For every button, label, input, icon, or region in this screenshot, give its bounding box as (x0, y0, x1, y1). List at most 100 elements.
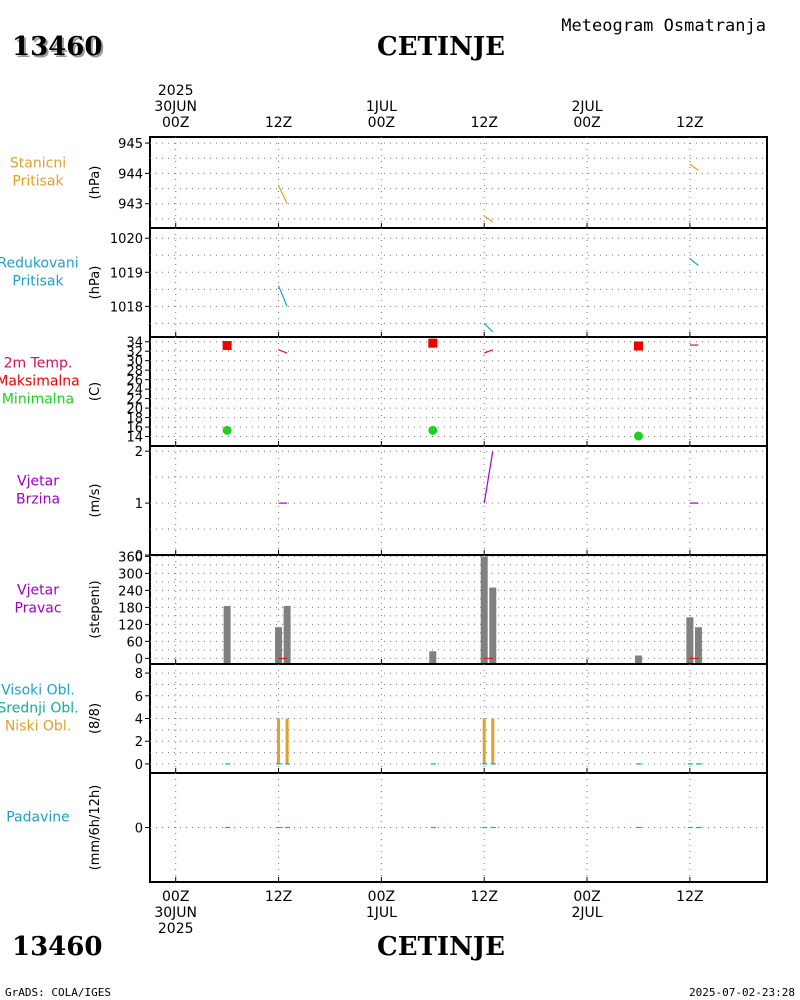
time-label-top: 12Z (265, 115, 292, 131)
y-tick-label: 240 (118, 584, 143, 599)
panel-wind-direction: 0 60 120 180 240 300 360 (stepeni) Vjetar Pravac (14, 550, 768, 667)
direction-bar (429, 651, 437, 664)
time-label-top: 00Z (368, 115, 395, 131)
y-tick-label: 60 (126, 635, 143, 650)
y-tick-label: 1 (135, 497, 143, 512)
tmax-marker (222, 341, 232, 351)
tmax-marker (633, 341, 643, 351)
time-label-top: 30JUN (154, 99, 197, 115)
y-tick-label: 14 (126, 431, 143, 446)
panel-reduced-pressure: 1018 1019 1020 (hPa) Redukovani Pritisak (0, 227, 768, 338)
tmin-marker (428, 425, 438, 435)
unit-label: (stepeni) (88, 580, 103, 638)
series-line (278, 349, 288, 354)
y-tick-label: 16 (126, 421, 143, 436)
y-tick-label: 4 (135, 713, 143, 728)
y-tick-label: 0 (135, 758, 143, 773)
y-tick-label: 18 (126, 412, 143, 427)
station-id-bottom: 13460 (12, 932, 102, 962)
panel-label: Visoki Obl. (1, 683, 75, 699)
panel-cloud-cover: 0 2 4 6 8 (8/8) Visoki Obl. Srednji Obl. Niski O… (0, 663, 768, 774)
panel-frame (149, 336, 768, 447)
y-tick-label: 6 (135, 690, 143, 705)
time-label-top: 12Z (471, 115, 498, 131)
panel-label: Maksimalna (0, 374, 80, 390)
series-line (483, 322, 494, 333)
time-label-top: 00Z (162, 115, 189, 131)
direction-bar (275, 627, 283, 664)
y-tick-label: 32 (126, 345, 143, 360)
station-name-top: CETINJE (377, 32, 505, 62)
panel-label: Vjetar (17, 583, 59, 599)
y-tick-label: 34 (126, 336, 143, 351)
y-tick-label: 26 (126, 374, 143, 389)
panel-frame (149, 227, 768, 338)
y-tick-label: 1018 (110, 300, 143, 315)
time-label-top: 00Z (573, 115, 600, 131)
tmin-marker (222, 425, 232, 435)
unit-label: (m/s) (88, 484, 103, 518)
direction-bar (480, 556, 488, 664)
y-tick-label: 945 (118, 137, 143, 152)
direction-bar (634, 655, 642, 664)
series-line (483, 451, 494, 504)
low-cloud-bar (285, 718, 289, 764)
low-cloud-bar (482, 718, 486, 764)
panel-label: 2m Temp. (4, 356, 73, 372)
time-label-top: 12Z (676, 115, 703, 131)
panel-label: Brzina (16, 492, 60, 508)
panel-label: Minimalna (2, 392, 74, 408)
panel-label: Padavine (6, 810, 70, 826)
time-label-top: 2JUL (571, 99, 602, 115)
unit-label: (hPa) (88, 266, 103, 300)
time-label-bottom: 12Z (265, 889, 292, 905)
panel-label: Pritisak (12, 174, 64, 190)
unit-label: (C) (88, 382, 103, 401)
low-cloud-bar (277, 718, 281, 764)
time-label-bottom: 30JUN (154, 905, 197, 921)
series-line (689, 163, 699, 171)
y-tick-label: 22 (126, 393, 143, 408)
panel-station-pressure: 943 944 945 (hPa) Stanicni Pritisak (10, 136, 768, 229)
panel-label: Stanicni (10, 156, 66, 172)
panel-precipitation: 0 (mm/6h/12h) Padavine (6, 772, 768, 883)
panel-frame (149, 772, 768, 883)
y-tick-label: 120 (118, 618, 143, 633)
direction-bar (686, 617, 694, 664)
time-label-top: 1JUL (366, 99, 397, 115)
y-tick-label: 300 (118, 567, 143, 582)
y-tick-label: 0 (135, 652, 143, 667)
y-tick-label: 180 (118, 601, 143, 616)
series-line (483, 349, 493, 354)
y-tick-label: 8 (135, 667, 143, 682)
panel-label: Pritisak (12, 274, 64, 290)
footer-timestamp: 2025-07-02-23:28 (689, 986, 795, 999)
y-tick-label: 0 (135, 822, 143, 837)
panel-label: Redukovani (0, 256, 79, 272)
y-tick-label: 28 (126, 364, 143, 379)
y-tick-label: 1019 (110, 266, 143, 281)
direction-bar (283, 605, 291, 664)
panel-label: Pravac (14, 601, 61, 617)
series-line (277, 185, 288, 204)
unit-label: (hPa) (88, 166, 103, 200)
time-label-top: 2025 (158, 83, 194, 99)
panel-frame (149, 445, 768, 556)
station-name-bottom: CETINJE (377, 932, 505, 962)
time-label-bottom: 00Z (368, 889, 395, 905)
y-tick-label: 360 (118, 550, 143, 565)
panel-label: Srednji Obl. (0, 701, 79, 717)
y-tick-label: 2 (135, 445, 143, 460)
tmin-marker (633, 431, 643, 441)
y-tick-label: 30 (126, 355, 143, 370)
time-label-bottom: 00Z (162, 889, 189, 905)
direction-bar (223, 605, 231, 664)
series-line (689, 258, 699, 266)
series-line (277, 285, 288, 307)
time-label-bottom: 12Z (676, 889, 703, 905)
panel-wind-speed: 0 1 2 (m/s) Vjetar Brzina (16, 445, 768, 564)
time-label-bottom: 12Z (471, 889, 498, 905)
direction-bar (694, 627, 702, 664)
